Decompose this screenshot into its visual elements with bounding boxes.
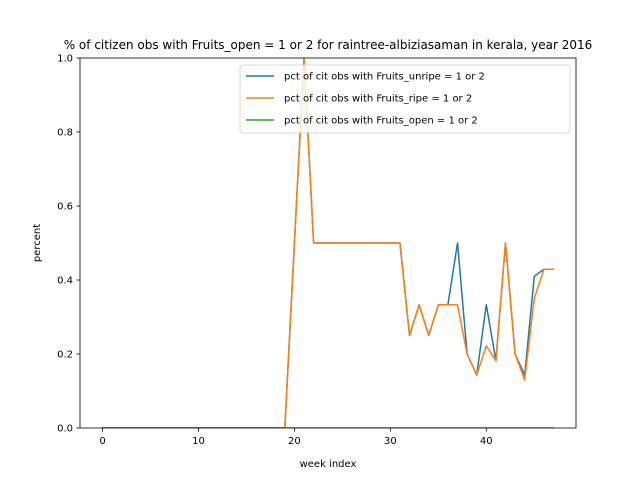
plot-frame	[79, 57, 577, 429]
chart-title: % of citizen obs with Fruits_open = 1 or…	[64, 38, 593, 52]
y-tick-label: 0.6	[57, 202, 73, 213]
y-tick-label: 0.2	[57, 350, 73, 361]
series-layer	[101, 58, 555, 428]
x-tick-label: 10	[192, 436, 205, 447]
x-tick-label: 0	[99, 436, 105, 447]
y-tick-label: 0.8	[57, 128, 73, 139]
x-tick-label: 30	[384, 436, 397, 447]
y-axis-label: percent	[32, 224, 43, 262]
legend: pct of cit obs with Fruits_unripe = 1 or…	[239, 64, 571, 134]
x-tick-label: 40	[480, 436, 493, 447]
y-axis: 0.0 0.2 0.4 0.6 0.8 1.0	[57, 54, 80, 435]
y-tick-label: 0.4	[57, 276, 73, 287]
legend-label: pct of cit obs with Fruits_ripe = 1 or 2	[284, 94, 472, 105]
y-tick-label: 0.0	[57, 424, 73, 435]
legend-box	[239, 64, 571, 134]
x-tick-label: 20	[288, 436, 301, 447]
y-tick-label: 1.0	[57, 54, 73, 65]
x-axis: 0 10 20 30 40	[99, 428, 493, 447]
series-line-2	[101, 58, 555, 428]
legend-label: pct of cit obs with Fruits_open = 1 or 2	[284, 116, 478, 127]
legend-label: pct of cit obs with Fruits_unripe = 1 or…	[284, 72, 485, 83]
x-axis-label: week index	[300, 459, 357, 470]
